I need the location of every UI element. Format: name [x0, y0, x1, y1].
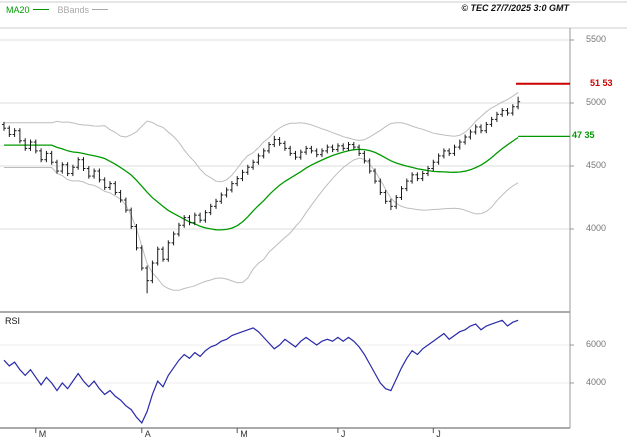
- chart-legend: MA20 BBands: [6, 4, 117, 16]
- ma20-line-swatch: [32, 8, 49, 10]
- copyright-text: © TEC 27/7/2025 3:0 GMT: [461, 3, 569, 13]
- bbands-line-swatch: [92, 8, 109, 10]
- legend-bbands-label: BBands: [57, 5, 90, 15]
- legend-ma20-label: MA20: [6, 5, 30, 15]
- rsi-panel-label: RSI: [5, 316, 21, 326]
